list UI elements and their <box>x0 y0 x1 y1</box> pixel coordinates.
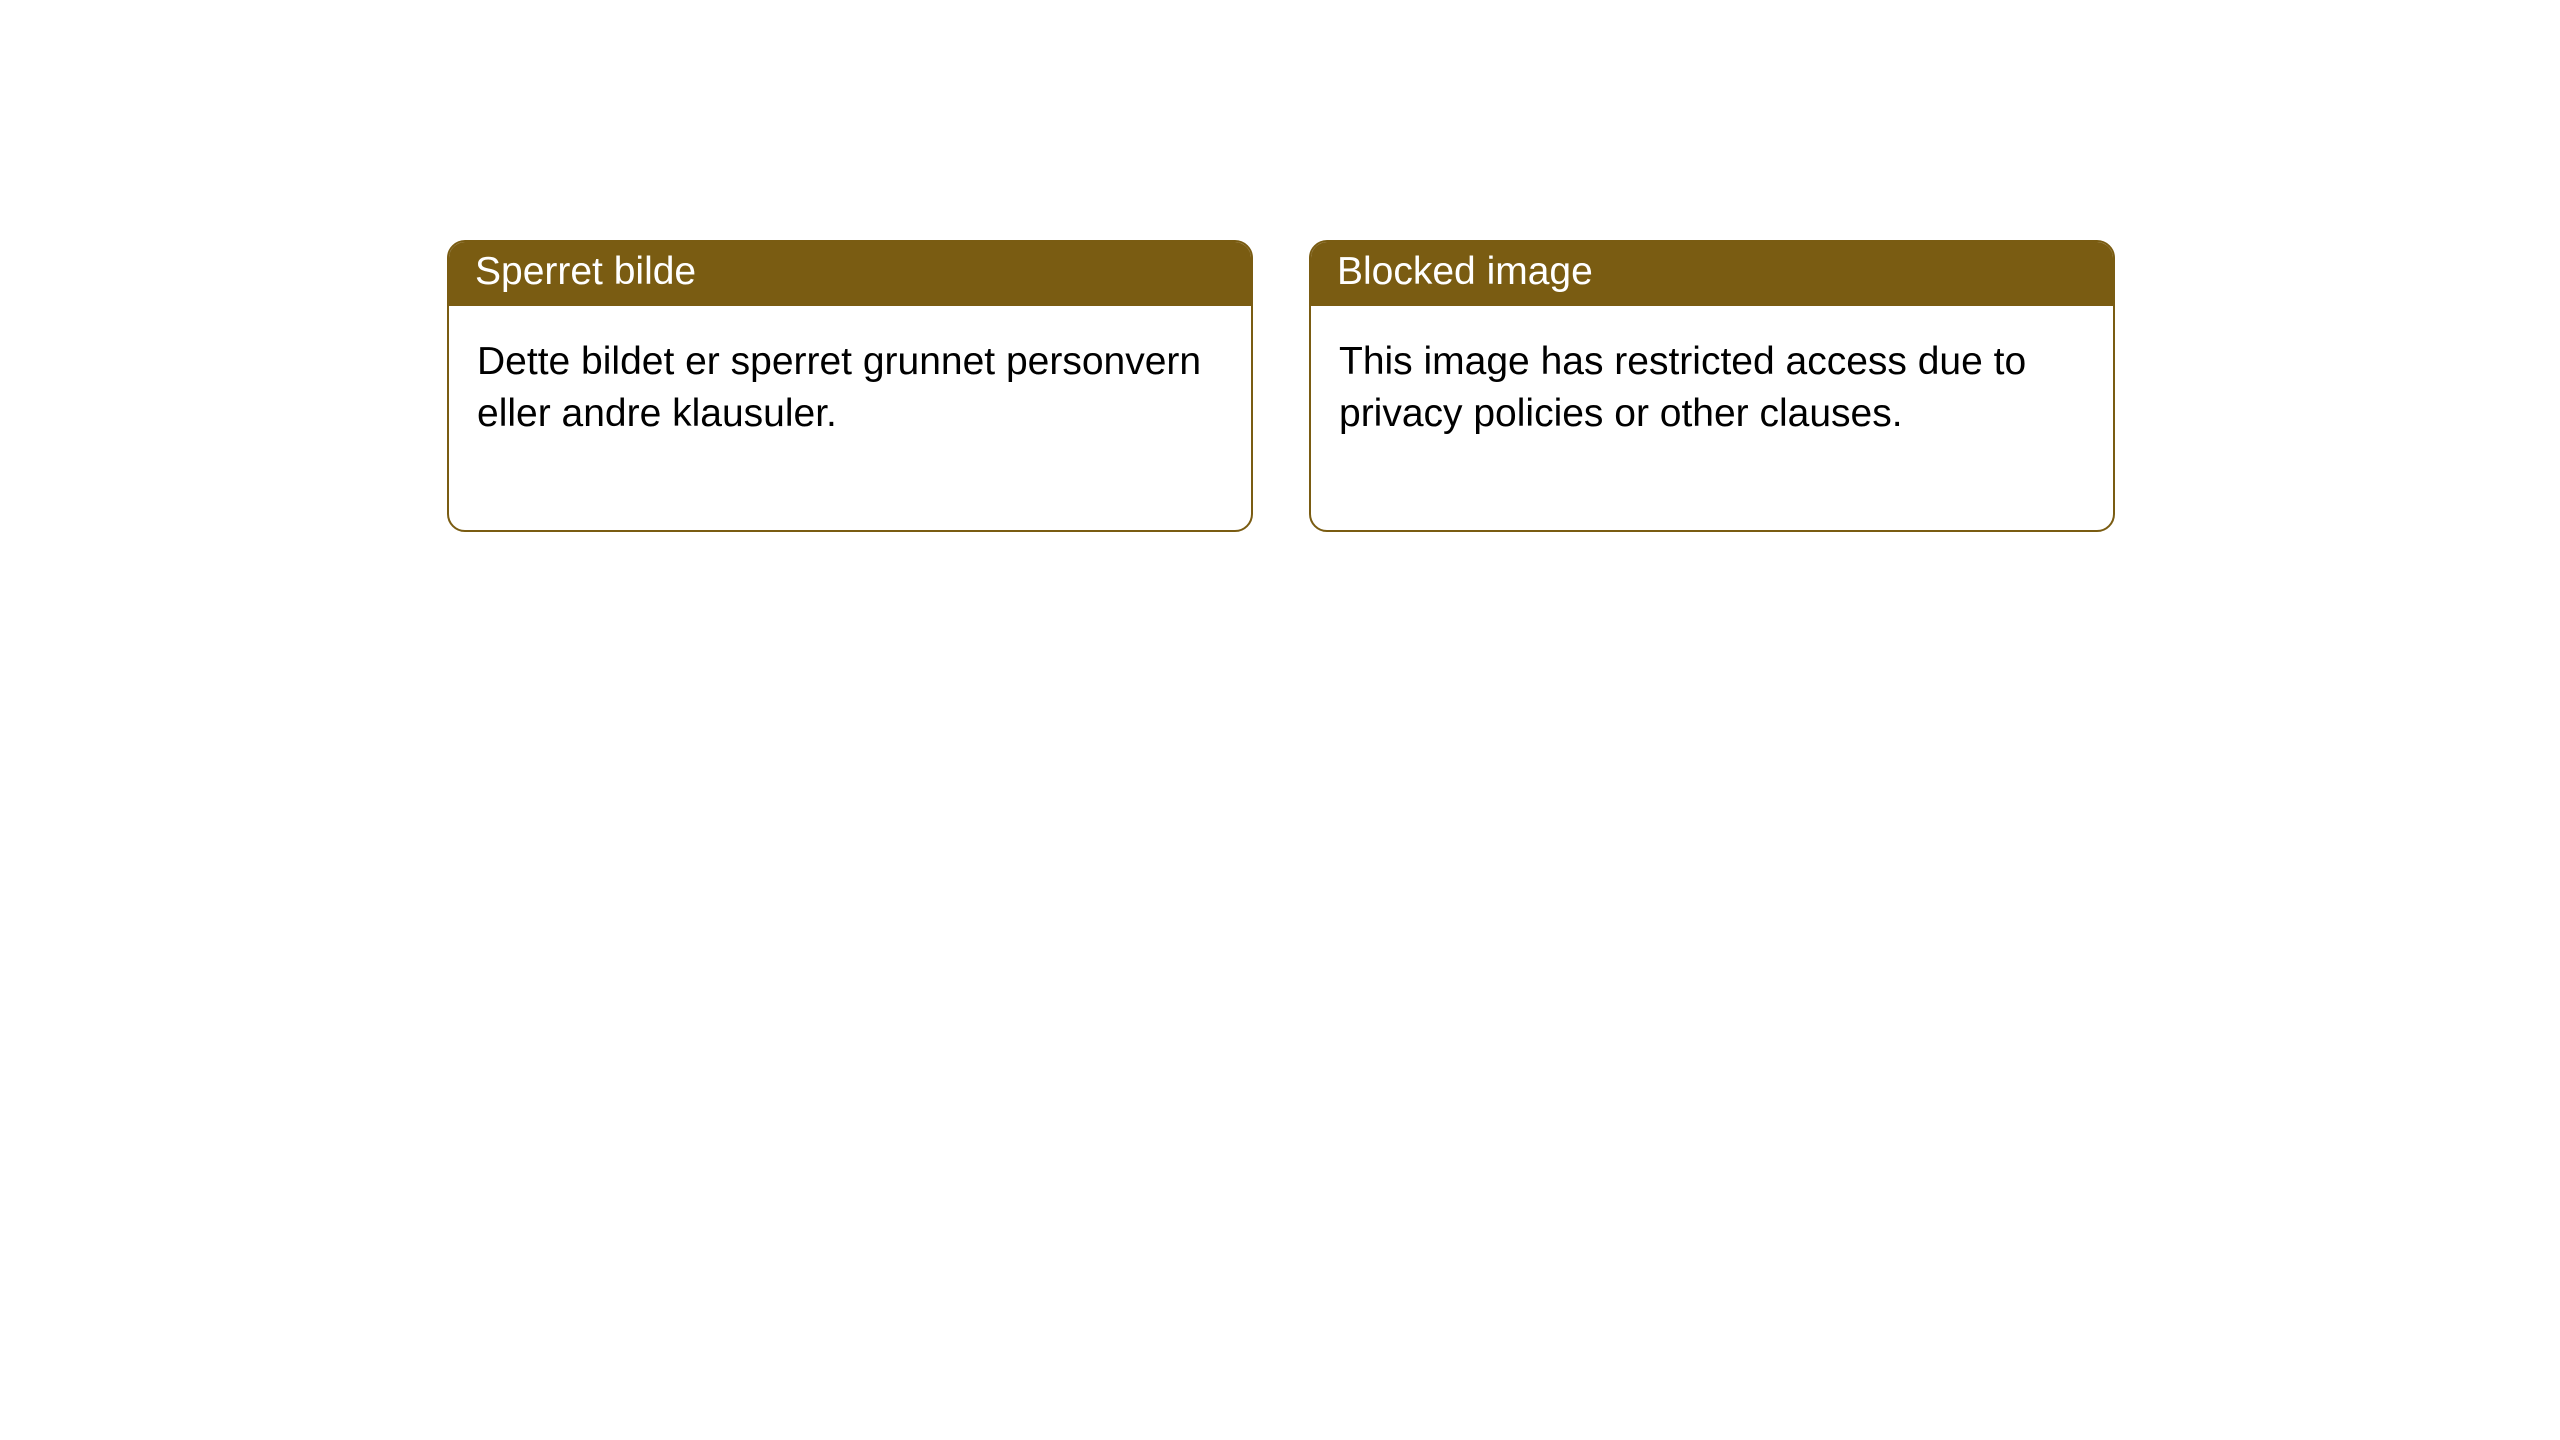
notice-body-english: This image has restricted access due to … <box>1311 306 2113 530</box>
notice-card-norwegian: Sperret bilde Dette bildet er sperret gr… <box>447 240 1253 532</box>
notice-body-norwegian: Dette bildet er sperret grunnet personve… <box>449 306 1251 530</box>
notice-container: Sperret bilde Dette bildet er sperret gr… <box>0 0 2560 532</box>
notice-title-english: Blocked image <box>1311 242 2113 306</box>
notice-title-norwegian: Sperret bilde <box>449 242 1251 306</box>
notice-card-english: Blocked image This image has restricted … <box>1309 240 2115 532</box>
